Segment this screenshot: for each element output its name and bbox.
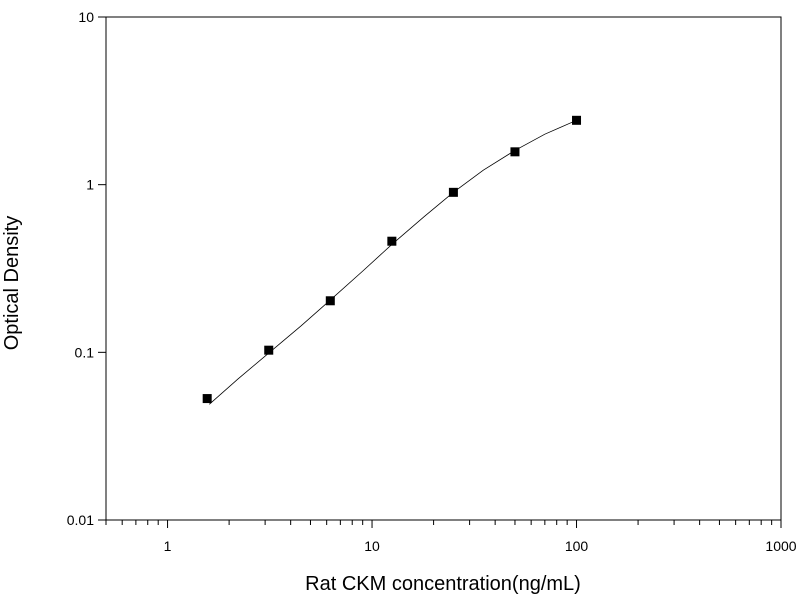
- data-points: [202, 115, 582, 404]
- y-axis-ticks: [98, 16, 106, 521]
- x-tick-label: 100: [565, 538, 589, 554]
- x-tick-label: 1000: [765, 538, 796, 554]
- x-tick-label: 1: [164, 538, 172, 554]
- data-point: [325, 296, 335, 306]
- data-point: [264, 345, 274, 355]
- x-tick-label: 10: [364, 538, 380, 554]
- x-axis-title: Rat CKM concentration(ng/mL): [305, 573, 581, 595]
- data-point: [572, 115, 582, 125]
- y-tick-label: 0.01: [67, 512, 94, 528]
- data-point: [202, 394, 212, 404]
- x-axis-ticks: [105, 520, 782, 528]
- y-axis-tick-labels: 0.01 0.1 1 10: [67, 9, 94, 528]
- y-tick-label: 10: [78, 9, 94, 25]
- y-tick-label: 1: [86, 177, 94, 193]
- plot-frame: [105, 16, 782, 521]
- data-point: [510, 147, 520, 157]
- fit-curve: [209, 119, 577, 405]
- x-axis-tick-labels: 1 10 100 1000: [164, 538, 797, 554]
- data-point: [448, 187, 458, 197]
- data-point: [387, 236, 397, 246]
- y-axis-title: Optical Density: [1, 216, 23, 351]
- y-tick-label: 0.1: [75, 344, 95, 360]
